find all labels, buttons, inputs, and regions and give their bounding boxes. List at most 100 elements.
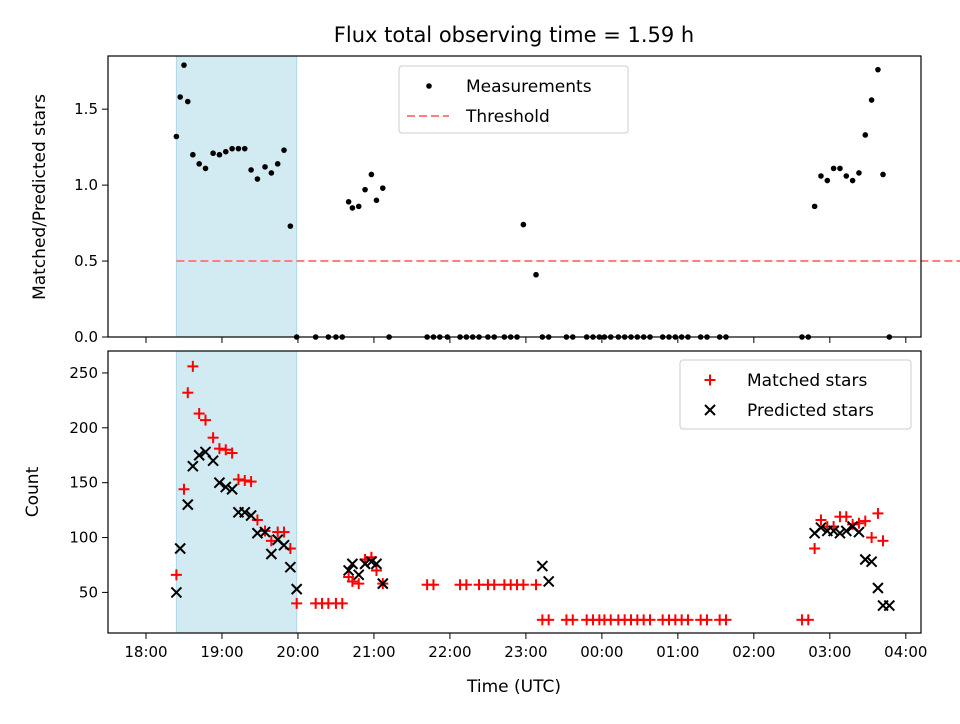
y-tick-label: 1.5: [74, 100, 98, 118]
data-point: [856, 170, 862, 176]
data-point: [865, 555, 878, 568]
data-point: [196, 161, 202, 167]
data-point: [859, 553, 871, 566]
data-point: [520, 221, 527, 228]
data-point: [265, 535, 277, 547]
data-point: [342, 564, 355, 577]
data-point: [239, 474, 251, 486]
data-point: [815, 514, 827, 526]
data-point: [362, 186, 368, 193]
data-point: [336, 597, 348, 609]
series-predicted-stars: [170, 446, 896, 612]
data-point: [346, 575, 358, 587]
y-tick-label: 0.0: [74, 328, 98, 346]
data-point: [837, 165, 843, 172]
data-point: [254, 176, 261, 182]
data-point: [193, 408, 205, 420]
data-point: [827, 525, 840, 537]
x-axis-label: Time (UTC): [466, 677, 561, 697]
data-point: [849, 177, 856, 184]
data-point: [353, 569, 365, 581]
data-point: [536, 560, 549, 572]
legend-label: Predicted stars: [747, 401, 874, 421]
data-point: [200, 414, 212, 426]
y-tick-label: 200: [69, 419, 98, 437]
data-point: [207, 455, 219, 467]
legend-marker: [704, 404, 716, 416]
data-point: [213, 476, 226, 489]
data-point: [567, 614, 579, 626]
data-point: [173, 133, 180, 140]
legend-label: Threshold: [465, 107, 550, 127]
x-tick-label: 19:00: [200, 643, 243, 661]
data-point: [291, 597, 303, 609]
y-tick-label: 1.0: [74, 176, 98, 194]
data-point: [178, 483, 190, 495]
data-point: [355, 203, 362, 210]
data-point: [202, 165, 209, 172]
data-point: [262, 164, 268, 170]
data-point: [220, 444, 232, 456]
data-point: [187, 360, 199, 372]
data-point: [290, 583, 303, 595]
data-point: [542, 575, 555, 588]
x-tick-label: 23:00: [504, 643, 547, 661]
data-point: [345, 199, 352, 205]
data-point: [268, 170, 275, 176]
data-point: [682, 614, 694, 626]
data-point: [346, 558, 359, 570]
plot-frame: [107, 350, 922, 634]
series-matched-stars: [170, 360, 889, 626]
data-point: [834, 527, 846, 539]
data-point: [720, 614, 732, 626]
data-point: [370, 564, 382, 576]
data-point: [265, 548, 278, 560]
data-point: [226, 483, 238, 495]
data-point: [245, 509, 257, 522]
data-point: [840, 511, 852, 523]
data-point: [644, 614, 656, 626]
data-point: [229, 145, 235, 152]
data-point: [840, 525, 852, 537]
x-tick-label: 04:00: [884, 643, 927, 661]
data-point: [824, 177, 831, 184]
data-point: [370, 558, 383, 570]
data-point: [190, 151, 196, 158]
x-tick-label: 03:00: [808, 643, 851, 661]
data-point: [281, 147, 287, 153]
x-tick-label: 22:00: [428, 643, 471, 661]
data-point: [287, 223, 294, 229]
data-point: [488, 579, 500, 591]
y-tick-label: 0.5: [74, 252, 98, 270]
bottom-panel: 50 100 150 200 250 18:00 19:00 20:00 21:00 22:00 2…: [69, 350, 927, 661]
x-tick-label: 01:00: [656, 643, 699, 661]
data-point: [877, 535, 889, 547]
data-point: [427, 579, 439, 591]
data-point: [210, 150, 216, 157]
data-point: [182, 498, 194, 511]
top-y-axis-label: Matched/Predicted stars: [30, 94, 50, 300]
data-point: [843, 173, 850, 179]
data-point: [883, 599, 896, 612]
data-point: [859, 515, 871, 527]
data-point: [866, 532, 878, 544]
data-point: [220, 481, 232, 493]
data-point: [815, 521, 827, 534]
data-point: [353, 578, 365, 590]
data-point: [187, 460, 199, 472]
data-point: [868, 97, 875, 103]
data-point: [847, 518, 859, 530]
data-point: [226, 447, 238, 459]
data-point: [184, 98, 191, 105]
plot-frame: [107, 55, 922, 338]
legend-label: Matched stars: [747, 371, 867, 391]
data-point: [170, 586, 183, 599]
y-tick-label: 250: [69, 364, 98, 382]
legend-box: [398, 65, 629, 134]
legend-marker: [426, 83, 432, 89]
legend-box: [679, 359, 912, 430]
data-point: [284, 561, 297, 573]
data-point: [377, 577, 389, 590]
